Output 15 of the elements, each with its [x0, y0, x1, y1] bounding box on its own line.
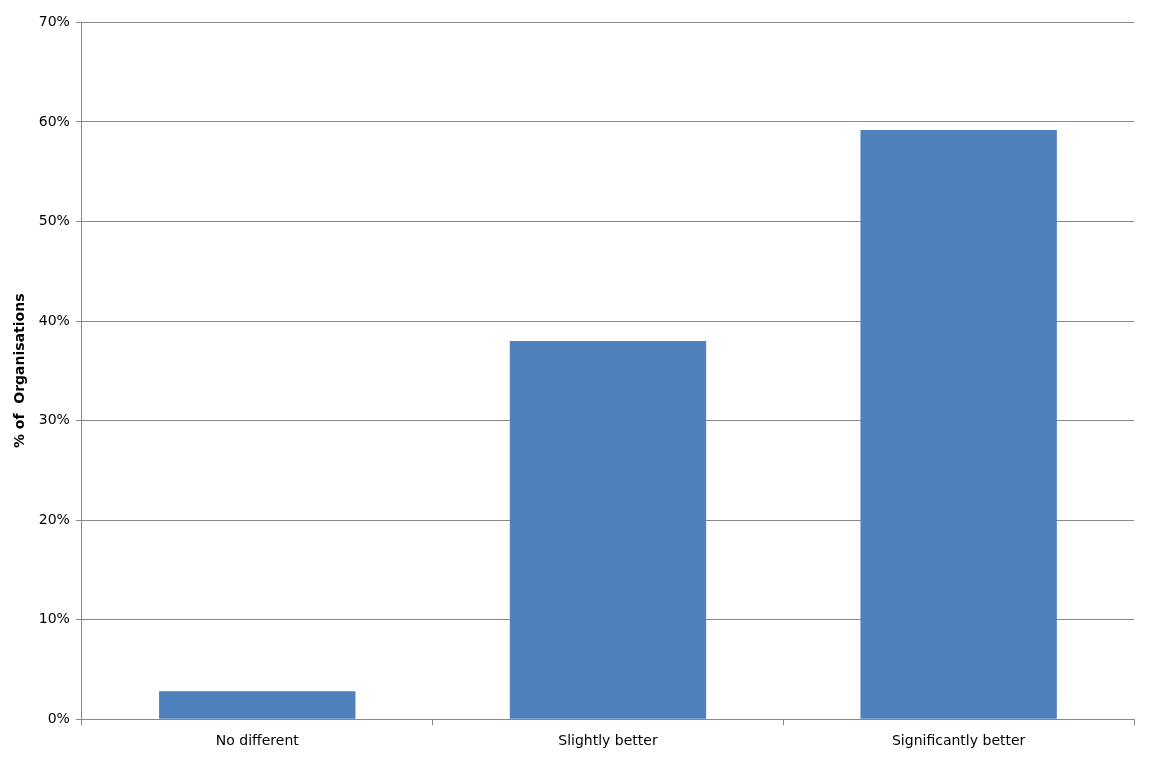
- x-tick-label: No different: [215, 732, 300, 749]
- y-axis-title: % of Organisations: [11, 293, 28, 449]
- bar: [159, 691, 356, 719]
- y-tick-label: 30%: [38, 411, 70, 428]
- x-tick-label: Slightly better: [558, 732, 658, 749]
- y-tick-label: 20%: [38, 510, 70, 527]
- y-tick-label: 50%: [38, 212, 70, 229]
- bar: [860, 129, 1057, 719]
- bar: [509, 340, 707, 719]
- y-tick-label: 40%: [38, 311, 70, 328]
- y-tick-label: 60%: [38, 112, 70, 129]
- y-tick-label: 0%: [47, 709, 70, 726]
- y-tick-label: 70%: [38, 13, 70, 30]
- x-tick-label: Significantly better: [891, 732, 1026, 749]
- y-tick-label: 10%: [38, 610, 70, 627]
